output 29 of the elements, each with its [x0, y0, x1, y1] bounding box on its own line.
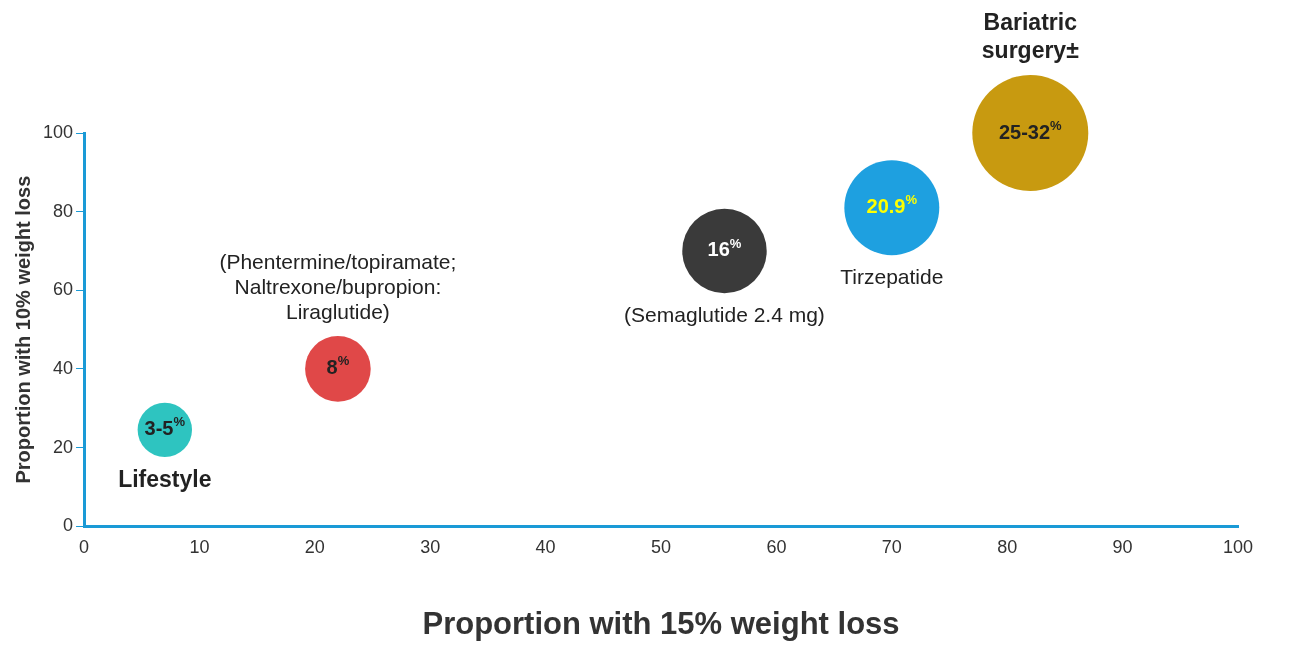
x-tick-label: 40 — [535, 536, 556, 557]
y-tick-label: 40 — [53, 357, 74, 378]
y-tick-label: 0 — [63, 515, 74, 536]
x-tick-label: 10 — [189, 536, 210, 557]
annotation: (Semaglutide 2.4 mg) — [624, 302, 825, 326]
annotation: (Phentermine/topiramate; Naltrexone/bupropion: Liraglutide) — [219, 249, 457, 324]
x-tick-label: 80 — [997, 536, 1018, 557]
y-tick-label: 80 — [53, 200, 74, 221]
x-tick-label: 90 — [1112, 536, 1133, 557]
annotation: 25-32% — [998, 117, 1063, 143]
annotation: Lifestyle — [118, 466, 212, 493]
x-tick-label: 20 — [304, 536, 325, 557]
x-tick-label: 60 — [766, 536, 787, 557]
y-tick-label: 100 — [42, 121, 74, 142]
y-axis-title: Proportion with 10% weight loss — [11, 175, 34, 484]
x-axis-title: Proportion with 15% weight loss — [422, 605, 900, 641]
annotation: 3-5% — [144, 414, 186, 440]
y-tick-label: 60 — [53, 279, 74, 300]
annotation: 16% — [707, 235, 742, 261]
annotation: Tirzepatide — [840, 264, 944, 288]
x-tick-label: 50 — [651, 536, 672, 557]
text: Bariatric surgery± — [981, 8, 1080, 63]
annotation: 20.9% — [866, 192, 918, 218]
x-tick-label: 0 — [79, 536, 90, 557]
x-tick-label: 100 — [1222, 536, 1254, 557]
annotation: 8% — [326, 353, 350, 379]
y-tick-label: 20 — [53, 436, 74, 457]
x-tick-label: 30 — [420, 536, 441, 557]
x-tick-label: 70 — [881, 536, 902, 557]
